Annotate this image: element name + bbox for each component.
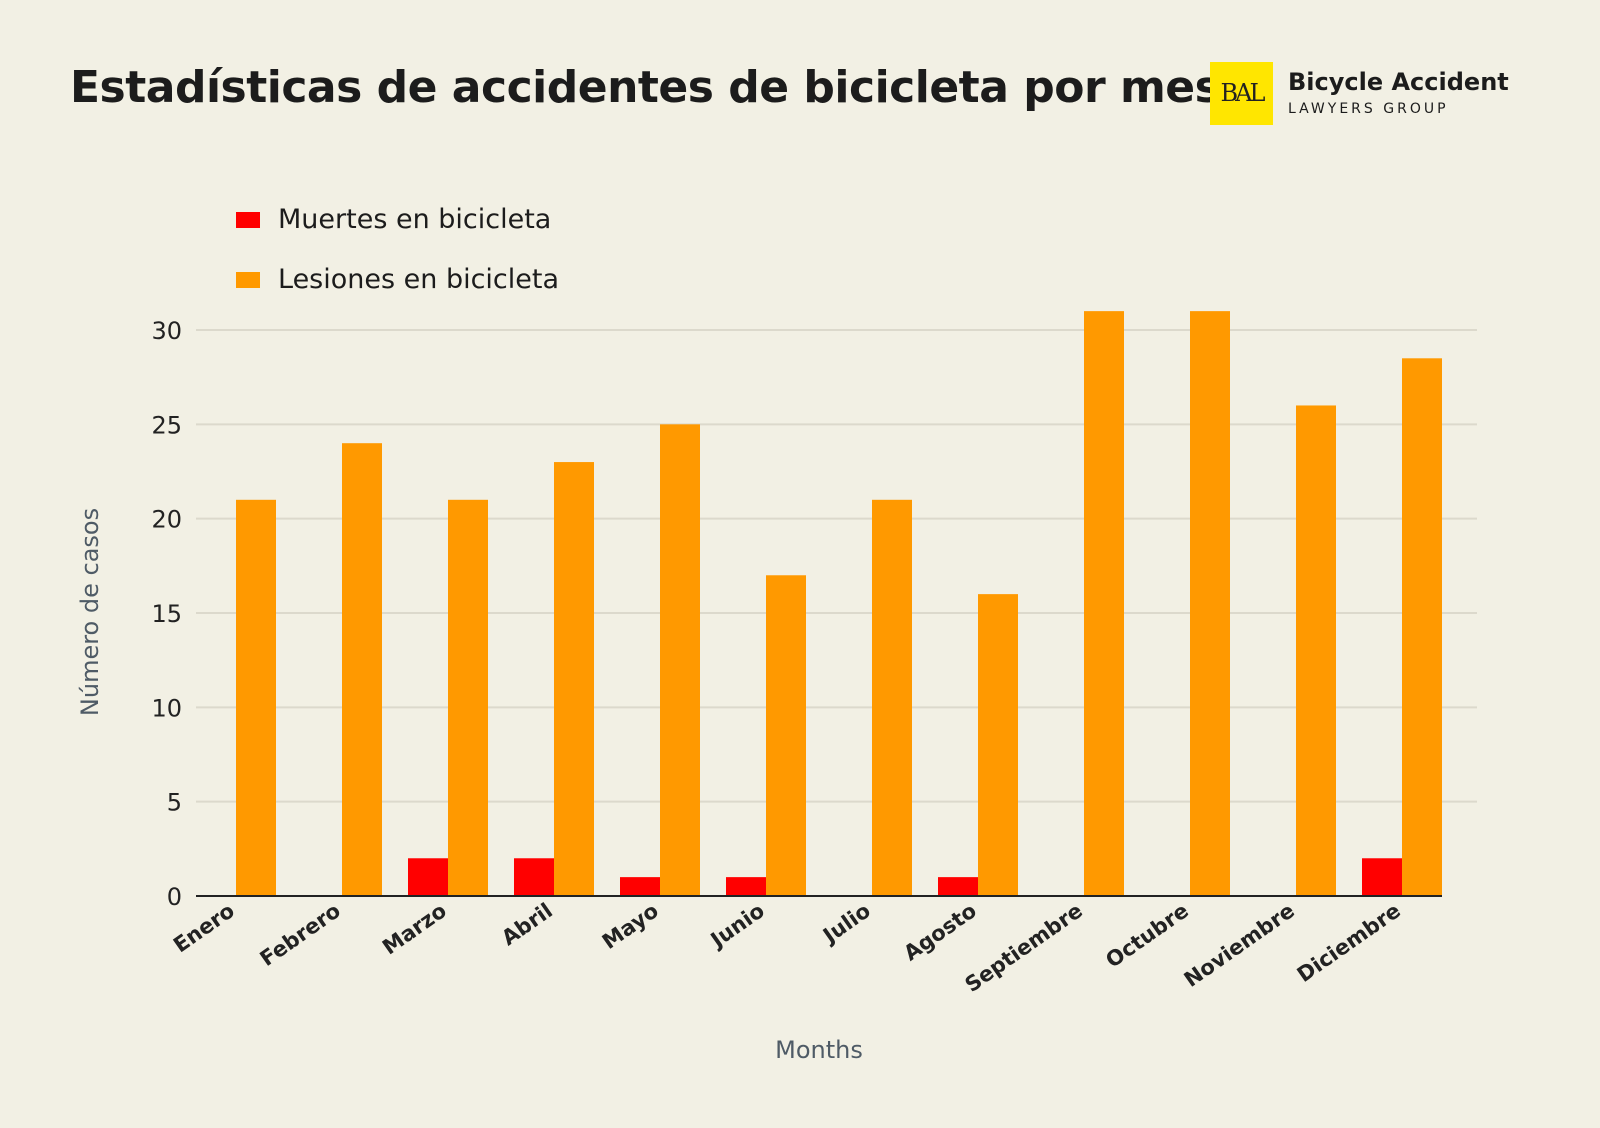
x-tick-label: Mayo — [598, 898, 663, 954]
bar-injuries-septiembre — [1084, 311, 1124, 897]
legend-item-injuries: Lesiones en bicicleta — [236, 264, 559, 295]
x-tick-label: Diciembre — [1293, 898, 1405, 987]
y-tick-label: 25 — [151, 411, 182, 439]
y-axis-title: Número de casos — [76, 507, 104, 717]
bar-injuries-febrero — [342, 443, 382, 896]
logo-line1: Bicycle Accident — [1288, 68, 1509, 96]
bar-deaths-junio — [726, 877, 766, 896]
bar-injuries-mayo — [660, 424, 700, 896]
bar-deaths-agosto — [938, 877, 978, 896]
bar-injuries-octubre — [1190, 311, 1230, 897]
bar-deaths-diciembre — [1362, 858, 1402, 896]
logo-mark: BAL — [1210, 62, 1273, 125]
y-tick-label: 15 — [151, 600, 182, 628]
x-tick-label: Septiembre — [961, 898, 1087, 996]
x-tick-label: Marzo — [378, 898, 451, 959]
legend-label-deaths: Muertes en bicicleta — [278, 204, 552, 235]
legend-swatch-injuries — [236, 271, 260, 288]
bar-injuries-enero — [236, 499, 276, 896]
y-tick-label: 10 — [151, 694, 182, 722]
bar-injuries-noviembre — [1296, 405, 1336, 896]
bar-injuries-junio — [766, 575, 806, 896]
legend-item-deaths: Muertes en bicicleta — [236, 204, 551, 235]
x-tick-label: Julio — [817, 898, 875, 948]
bar-injuries-abril — [554, 462, 594, 896]
bar-injuries-diciembre — [1402, 358, 1442, 896]
x-tick-label: Octubre — [1101, 898, 1193, 972]
bar-deaths-mayo — [620, 877, 660, 896]
bar-deaths-abril — [514, 858, 554, 896]
x-axis-title: Months — [775, 1036, 863, 1064]
chart-title: Estadísticas de accidentes de bicicleta … — [70, 62, 1221, 113]
bar-injuries-julio — [872, 499, 912, 896]
x-tick-label: Junio — [705, 898, 769, 953]
legend-swatch-deaths — [236, 211, 260, 228]
bar-deaths-marzo — [408, 858, 448, 896]
y-tick-label: 5 — [167, 789, 182, 817]
legend-label-injuries: Lesiones en bicicleta — [278, 264, 560, 295]
x-tick-label: Noviembre — [1180, 898, 1299, 991]
bar-injuries-agosto — [978, 594, 1018, 896]
logo-line2: LAWYERS GROUP — [1288, 101, 1449, 117]
bar-injuries-marzo — [448, 499, 488, 896]
y-tick-label: 20 — [151, 506, 182, 534]
x-tick-label: Agosto — [899, 898, 980, 965]
y-tick-label: 0 — [167, 883, 182, 911]
y-tick-label: 30 — [151, 317, 182, 345]
x-tick-label: Abril — [497, 898, 557, 950]
x-tick-label: Febrero — [256, 898, 345, 971]
